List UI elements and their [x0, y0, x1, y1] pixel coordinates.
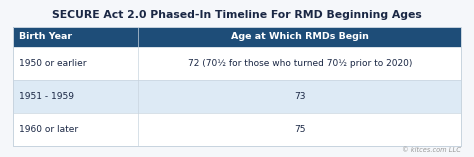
Text: 75: 75 — [294, 125, 305, 134]
Text: 1950 or earlier: 1950 or earlier — [19, 59, 86, 68]
FancyBboxPatch shape — [13, 113, 461, 146]
FancyBboxPatch shape — [13, 46, 461, 80]
Text: 73: 73 — [294, 92, 305, 101]
FancyBboxPatch shape — [13, 80, 461, 113]
FancyBboxPatch shape — [13, 27, 461, 46]
Text: © kitces.com LLC: © kitces.com LLC — [402, 147, 461, 153]
Text: Birth Year: Birth Year — [19, 32, 72, 41]
Text: 1960 or later: 1960 or later — [19, 125, 78, 134]
Text: Age at Which RMDs Begin: Age at Which RMDs Begin — [231, 32, 369, 41]
Text: 72 (70½ for those who turned 70½ prior to 2020): 72 (70½ for those who turned 70½ prior t… — [188, 59, 412, 68]
Text: 1951 - 1959: 1951 - 1959 — [19, 92, 74, 101]
Text: SECURE Act 2.0 Phased-In Timeline For RMD Beginning Ages: SECURE Act 2.0 Phased-In Timeline For RM… — [52, 10, 422, 20]
